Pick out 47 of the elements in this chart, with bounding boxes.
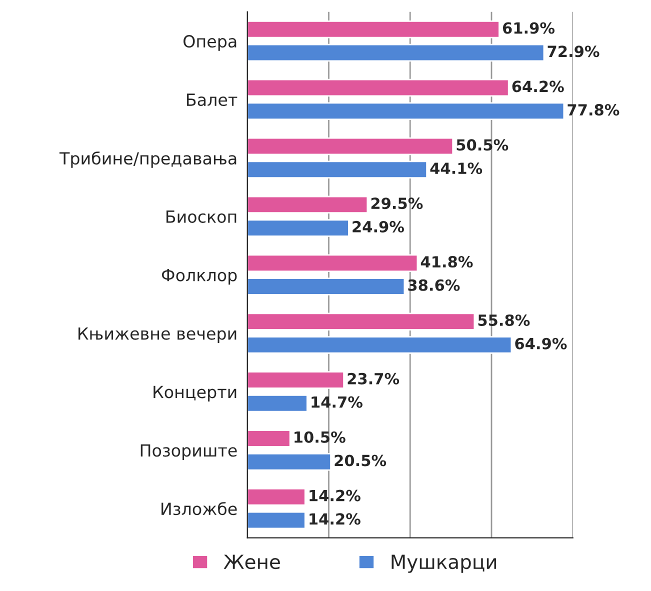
bar bbox=[247, 278, 406, 296]
data-label: 24.9% bbox=[352, 220, 404, 232]
y-tick-label: Биоскоп bbox=[166, 210, 236, 223]
data-label: 14.2% bbox=[310, 490, 360, 502]
data-label: 14.2% bbox=[310, 513, 360, 525]
bar bbox=[247, 20, 500, 38]
data-label: 64.2% bbox=[512, 80, 564, 92]
data-label: 20.5% bbox=[334, 454, 386, 466]
y-tick-label: Књижевне вечери bbox=[78, 327, 236, 344]
data-label: 50.5% bbox=[456, 139, 508, 151]
data-label: 55.8% bbox=[478, 314, 530, 326]
bar bbox=[247, 219, 350, 237]
y-tick-label: Трибине/предавања bbox=[59, 151, 236, 168]
bar bbox=[247, 254, 418, 272]
bar bbox=[247, 137, 454, 156]
y-tick-label: Опера bbox=[184, 35, 236, 51]
data-label: 14.7% bbox=[312, 396, 362, 408]
data-label: 23.7% bbox=[348, 372, 400, 384]
data-label: 77.8% bbox=[568, 104, 620, 116]
data-label: 10.5% bbox=[294, 431, 346, 443]
bar bbox=[247, 312, 476, 330]
y-tick-label: Изложбе bbox=[162, 502, 237, 516]
data-label: 44.1% bbox=[430, 162, 482, 174]
y-tick-label: Фолклор bbox=[162, 268, 237, 285]
bar bbox=[247, 488, 306, 506]
data-label: 38.6% bbox=[408, 279, 460, 291]
bar bbox=[247, 44, 545, 62]
bar bbox=[247, 102, 565, 120]
y-tick-label: Балет bbox=[187, 94, 238, 106]
data-label: 41.8% bbox=[420, 256, 473, 268]
bar bbox=[247, 160, 428, 178]
data-label: 61.9% bbox=[502, 22, 555, 34]
bar bbox=[247, 430, 291, 448]
bar bbox=[247, 511, 306, 530]
data-label: 29.5% bbox=[371, 198, 423, 210]
bar bbox=[247, 336, 512, 354]
bar bbox=[247, 78, 510, 97]
bar bbox=[247, 196, 368, 214]
data-label: 72.9% bbox=[548, 46, 600, 58]
legend-label: Мушкарци bbox=[392, 554, 496, 573]
bar bbox=[247, 394, 308, 412]
data-label: 64.9% bbox=[515, 338, 567, 350]
bar bbox=[247, 452, 332, 471]
y-tick-label: Позориште bbox=[140, 444, 237, 460]
y-tick-label: Концерти bbox=[154, 386, 236, 402]
bar bbox=[247, 371, 345, 389]
legend-label: Жене bbox=[224, 554, 280, 570]
